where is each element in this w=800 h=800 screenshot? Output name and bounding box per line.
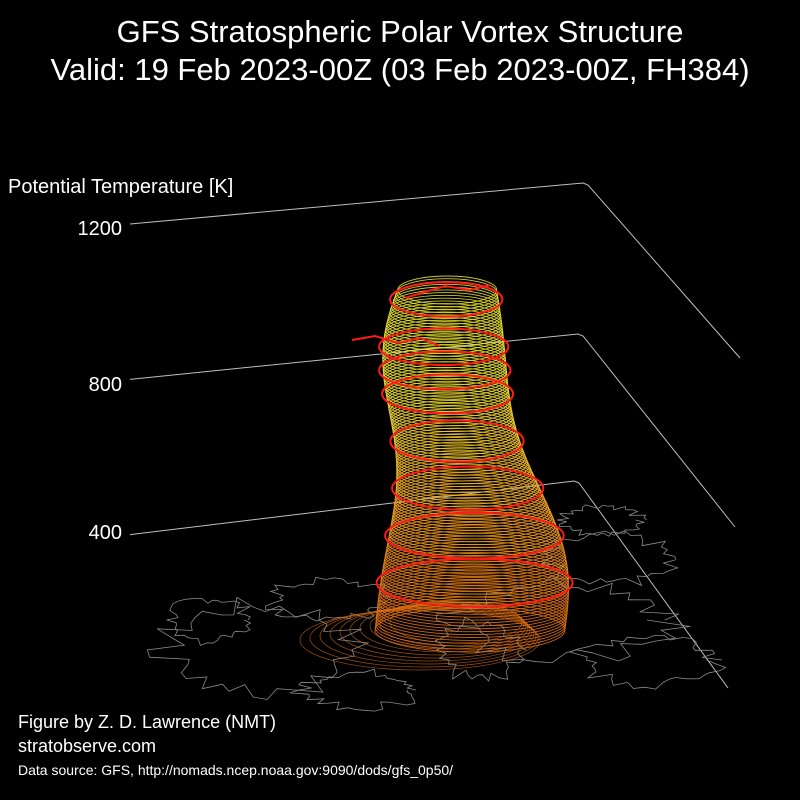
axis-grid [129, 182, 741, 689]
vortex-contour [395, 438, 526, 476]
vortex-contour [378, 571, 570, 615]
vortex-contour [396, 449, 531, 488]
vortex-isosurface [299, 275, 570, 671]
vortex-contour [379, 566, 570, 609]
coastline-segment [264, 576, 391, 622]
vortex-contour [396, 452, 532, 491]
vortex-contour [396, 444, 529, 482]
vortex-contour [396, 447, 530, 485]
vortex-contour [388, 516, 561, 557]
coastline-segment [556, 504, 647, 537]
vortex-contour [378, 574, 569, 618]
vortex-contour [382, 344, 507, 377]
z-tick-label: 800 [88, 374, 122, 396]
vortex-base-contour [359, 603, 529, 653]
vortex-base-contour [309, 608, 539, 668]
vortex-contour [386, 308, 503, 340]
vortex-base-contour [369, 602, 527, 650]
chart-title-line-2: Valid: 19 Feb 2023-00Z (03 Feb 2023-00Z,… [50, 52, 750, 87]
grid-plane-edge [129, 182, 741, 359]
vortex-contour [385, 311, 503, 343]
z-axis-label: Potential Temperature [K] [8, 176, 234, 198]
vortex-contour [383, 319, 504, 351]
highlight-contour [389, 281, 504, 318]
vortex-contour [395, 463, 538, 502]
vortex-contour [389, 513, 560, 554]
vortex-contour [394, 283, 499, 314]
author-credit: Figure by Z. D. Lawrence (NMT) [18, 712, 277, 732]
highlight-contour [378, 350, 512, 391]
vortex-contour [377, 577, 569, 621]
vortex-contour [391, 292, 500, 322]
vortex-contour [389, 297, 501, 328]
highlight-contour [389, 419, 525, 463]
vortex-contour [382, 339, 506, 372]
vortex-contour [392, 494, 552, 534]
website-credit: stratobserve.com [18, 736, 157, 756]
coastline-segment [289, 668, 417, 712]
highlight-contour [391, 465, 545, 511]
vortex-contour [389, 510, 559, 551]
vortex-base-contour [319, 607, 537, 665]
vortex-contour [396, 455, 534, 493]
vortex-contour [393, 491, 551, 531]
highlight-contour-fragment [351, 334, 441, 347]
highlight-contour [378, 327, 510, 367]
vortex-contour [386, 524, 564, 566]
vortex-contour [382, 330, 505, 363]
vortex-contour [377, 579, 569, 624]
coastline-segment [435, 575, 691, 664]
vortex-contour [392, 496, 553, 537]
vortex-base-contour [339, 605, 533, 659]
vortex-base-contour [329, 606, 535, 662]
grid-plane-edge [129, 480, 729, 689]
vortex-contour [391, 502, 556, 543]
grid-plane-edge [129, 333, 736, 528]
coastline-segment [166, 598, 252, 646]
vortex-base-contour [349, 604, 531, 656]
vortex-contour [391, 499, 554, 540]
highlight-contours [351, 281, 574, 608]
vortex-contour [380, 560, 570, 604]
vortex-contour [382, 549, 569, 592]
vortex-base-contour [379, 601, 525, 647]
highlight-contour [384, 511, 565, 560]
z-tick-label: 1200 [77, 218, 123, 240]
vortex-contour [390, 294, 501, 325]
vortex-contour [388, 300, 502, 331]
coastline-segment [146, 596, 370, 700]
coastline-segment [568, 635, 727, 690]
vortex-base-contour [299, 609, 541, 671]
z-tick-label: 400 [88, 522, 122, 544]
highlight-contour [381, 373, 515, 415]
vortex-contour [384, 314, 504, 346]
data-source-text: Data source: GFS, http://nomads.ncep.noa… [18, 762, 454, 778]
vortex-contour [381, 552, 569, 595]
vortex-base-contour [389, 600, 523, 644]
chart-title-line-1: GFS Stratospheric Polar Vortex Structure [116, 14, 684, 49]
vortex-contour [376, 585, 569, 630]
highlight-contour-fragment [404, 284, 491, 299]
